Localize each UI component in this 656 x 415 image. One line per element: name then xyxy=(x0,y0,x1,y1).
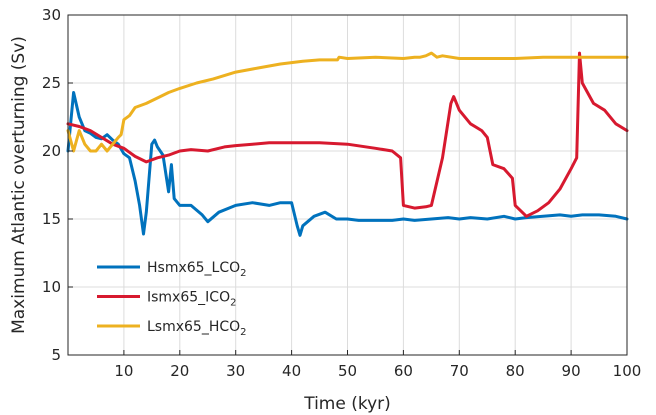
y-tick-label: 15 xyxy=(42,210,61,228)
y-tick-label: 20 xyxy=(42,142,61,160)
series-layer xyxy=(66,51,629,237)
series-line-3 xyxy=(66,51,629,153)
legend: Hsmx65_LCO2 Ismx65_ICO2 Lsmx65_HCO2 xyxy=(97,260,247,338)
x-tick-label: 10 xyxy=(114,362,133,380)
y-tick-label: 30 xyxy=(42,6,61,24)
legend-label: Ismx65_ICO2 xyxy=(147,290,236,309)
series-line-1 xyxy=(66,91,629,237)
x-tick-label: 70 xyxy=(450,362,469,380)
y-tick-label: 25 xyxy=(42,74,61,92)
y-axis-label: Maximum Atlantic overturning (Sv) xyxy=(9,36,29,334)
x-tick-label: 30 xyxy=(226,362,245,380)
legend-label: Hsmx65_LCO2 xyxy=(147,260,247,279)
series-line-2 xyxy=(66,51,629,218)
y-tick-label: 5 xyxy=(51,346,61,364)
x-tick-label: 90 xyxy=(562,362,581,380)
x-tick-label: 20 xyxy=(170,362,189,380)
x-axis-label: Time (kyr) xyxy=(303,394,391,414)
tick-labels: 10 20 30 40 50 60 70 80 90 100 5 10 15 20 25 30 xyxy=(42,6,641,380)
x-tick-label: 60 xyxy=(394,362,413,380)
x-tick-label: 100 xyxy=(613,362,642,380)
legend-label: Lsmx65_HCO2 xyxy=(147,319,247,338)
x-tick-label: 50 xyxy=(338,362,357,380)
y-tick-label: 10 xyxy=(42,278,61,296)
x-tick-label: 40 xyxy=(282,362,301,380)
axis-ticks xyxy=(68,14,628,356)
x-tick-label: 80 xyxy=(506,362,525,380)
